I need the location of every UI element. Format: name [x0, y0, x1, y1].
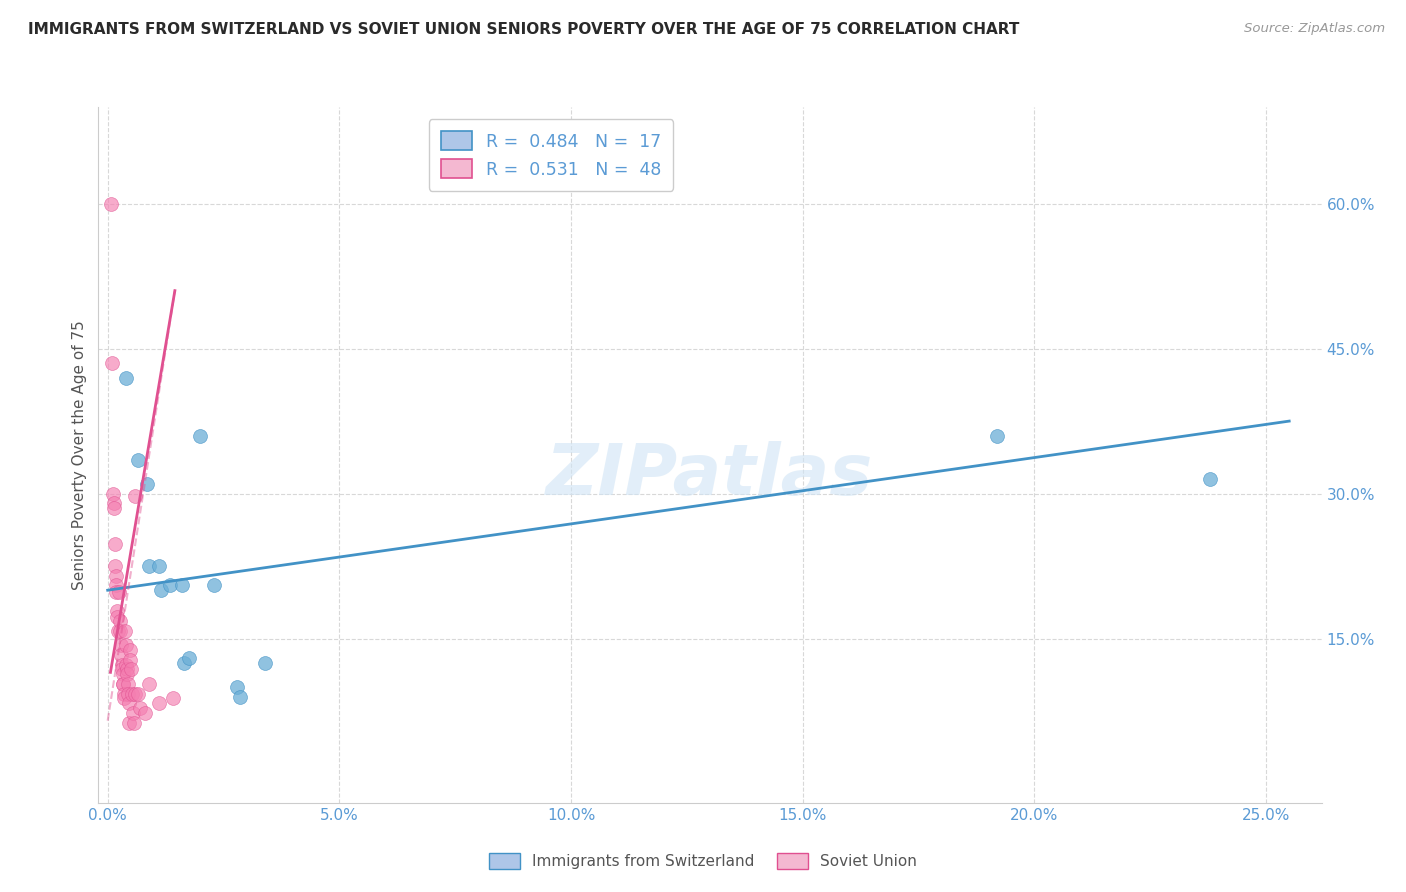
Point: [117, 696, 139, 710]
Point: [138, 559, 160, 574]
Point: [148, 696, 170, 710]
Point: [117, 687, 139, 701]
Y-axis label: Seniors Poverty Over the Age of 75: Seniors Poverty Over the Age of 75: [72, 320, 87, 590]
Point: [162, 691, 184, 706]
Point: [115, 370, 138, 384]
Point: [103, 486, 125, 500]
Point: [118, 715, 141, 730]
Point: [170, 578, 193, 592]
Point: [105, 578, 128, 592]
Point: [104, 559, 127, 574]
Point: [112, 687, 135, 701]
Point: [229, 690, 252, 704]
Point: [118, 643, 141, 657]
Legend: Immigrants from Switzerland, Soviet Union: Immigrants from Switzerland, Soviet Unio…: [484, 847, 922, 875]
Point: [112, 691, 135, 706]
Point: [121, 706, 143, 720]
Point: [188, 428, 212, 442]
Point: [127, 452, 149, 467]
Point: [115, 662, 138, 677]
Point: [136, 476, 159, 491]
Point: [108, 624, 131, 638]
Point: [120, 653, 142, 667]
Point: [108, 585, 131, 599]
Point: [134, 706, 156, 720]
Point: [114, 638, 136, 652]
Point: [111, 677, 134, 691]
Point: [111, 667, 134, 681]
Point: [103, 501, 125, 516]
Point: [104, 568, 127, 582]
Point: [107, 624, 129, 638]
Point: [177, 651, 200, 665]
Point: [104, 537, 127, 551]
Point: [111, 662, 134, 677]
Text: IMMIGRANTS FROM SWITZERLAND VS SOVIET UNION SENIORS POVERTY OVER THE AGE OF 75 C: IMMIGRANTS FROM SWITZERLAND VS SOVIET UN…: [28, 22, 1019, 37]
Point: [112, 677, 135, 691]
Point: [105, 605, 128, 619]
Point: [120, 662, 142, 677]
Point: [107, 610, 129, 624]
Point: [110, 657, 132, 672]
Point: [254, 656, 277, 670]
Point: [105, 585, 128, 599]
Point: [108, 614, 131, 628]
Point: [138, 677, 160, 691]
Point: [117, 677, 139, 691]
Point: [986, 428, 1008, 442]
Point: [124, 687, 146, 701]
Point: [121, 687, 143, 701]
Point: [124, 489, 146, 503]
Point: [202, 578, 225, 592]
Point: [129, 701, 152, 715]
Text: ZIPatlas: ZIPatlas: [547, 442, 873, 510]
Point: [122, 715, 145, 730]
Point: [114, 624, 136, 638]
Point: [173, 656, 195, 670]
Point: [159, 578, 181, 592]
Point: [115, 667, 138, 681]
Point: [1199, 472, 1222, 486]
Point: [149, 583, 172, 598]
Point: [110, 648, 132, 662]
Point: [226, 680, 249, 694]
Point: [101, 356, 124, 370]
Legend: R =  0.484   N =  17, R =  0.531   N =  48: R = 0.484 N = 17, R = 0.531 N = 48: [429, 120, 673, 191]
Text: Source: ZipAtlas.com: Source: ZipAtlas.com: [1244, 22, 1385, 36]
Point: [148, 559, 170, 574]
Point: [103, 496, 125, 510]
Point: [110, 638, 132, 652]
Point: [127, 687, 149, 701]
Point: [115, 657, 138, 672]
Point: [100, 196, 122, 211]
